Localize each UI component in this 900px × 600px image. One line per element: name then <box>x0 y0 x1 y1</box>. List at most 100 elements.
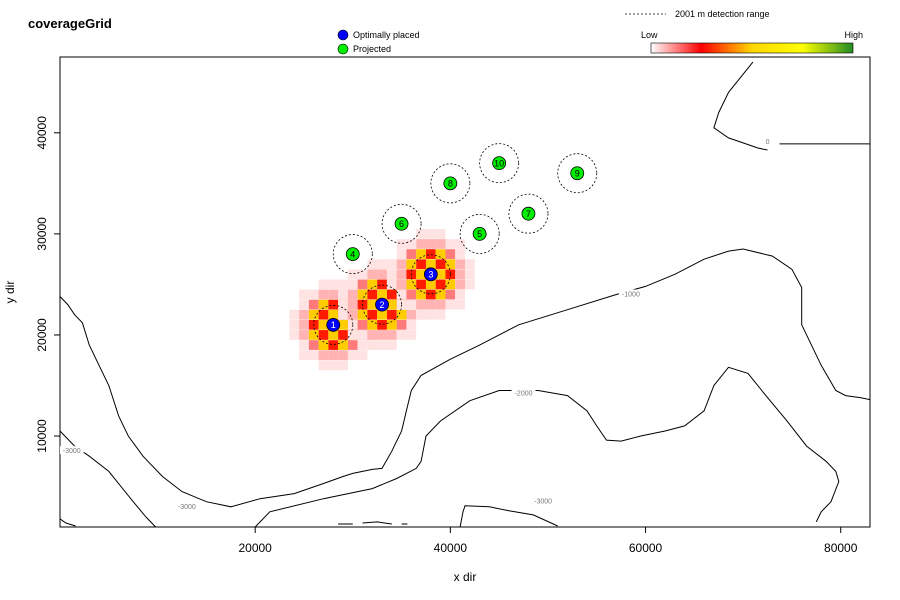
receiver-marker <box>394 216 409 231</box>
heat-cell <box>357 289 368 300</box>
receiver-marker <box>443 176 458 191</box>
receiver-marker <box>472 226 487 241</box>
contour-label: -3000 <box>534 499 552 506</box>
heat-cell <box>338 350 348 361</box>
contour-label: -3000 <box>178 504 196 511</box>
x-tick-label: 20000 <box>238 541 272 555</box>
heat-cell <box>367 309 378 320</box>
y-tick-label: 20000 <box>35 318 49 352</box>
heat-cell <box>299 350 309 361</box>
detection-range-circle <box>410 254 451 295</box>
contour-line <box>362 521 392 525</box>
detection-range-circle <box>332 234 373 275</box>
heat-cell <box>367 319 378 330</box>
heat-cell <box>435 229 446 239</box>
heat-cell <box>386 340 397 350</box>
heat-cell <box>338 289 348 300</box>
heat-cell <box>396 289 407 300</box>
heat-cell <box>455 269 465 280</box>
contour-line <box>60 248 870 508</box>
heat-cell <box>445 249 456 259</box>
heat-cell <box>406 299 417 310</box>
heat-cell <box>308 289 319 300</box>
contour-line <box>459 505 558 527</box>
heat-cell <box>308 309 319 320</box>
detection-range-circle <box>430 163 471 204</box>
heat-cell <box>445 299 456 310</box>
heat-cell <box>377 269 387 280</box>
heat-cell <box>396 269 407 280</box>
heat-cell <box>377 259 387 270</box>
detection-ranges <box>313 143 598 345</box>
x-tick-label: 40000 <box>434 541 468 555</box>
heat-cell <box>416 229 426 239</box>
heat-cell <box>386 330 397 340</box>
heat-cell <box>425 289 436 300</box>
heat-cell <box>289 319 300 330</box>
heat-cell <box>367 279 378 290</box>
heat-cell <box>396 279 407 290</box>
legend: Optimally placed Projected 2001 m detect… <box>337 9 770 55</box>
heat-cell <box>347 340 358 350</box>
heat-cell <box>338 360 348 371</box>
heat-cell <box>318 309 329 320</box>
y-axis: 10000 20000 30000 40000 <box>35 116 60 453</box>
heat-cell <box>357 279 368 290</box>
heat-cell <box>367 269 378 280</box>
heat-cell <box>328 350 339 361</box>
receiver-marker <box>423 267 438 282</box>
heat-cell <box>357 309 368 320</box>
contour-label: -1000 <box>622 292 640 299</box>
heat-cell <box>445 289 456 300</box>
heat-cell <box>445 239 456 249</box>
heat-cell <box>318 340 329 350</box>
y-tick-label: 10000 <box>35 419 49 453</box>
heat-cell <box>386 259 397 270</box>
heat-cell <box>386 279 397 290</box>
heat-cell <box>416 309 426 320</box>
heat-cell <box>318 360 329 371</box>
heat-cell <box>455 239 465 249</box>
heat-cell <box>386 309 397 320</box>
heat-cell <box>308 299 319 310</box>
y-tick-label: 30000 <box>35 217 49 251</box>
heat-cell <box>455 259 465 270</box>
heat-cell <box>406 289 417 300</box>
heat-cell <box>357 330 368 340</box>
heat-cell <box>357 340 368 350</box>
heat-cell <box>328 360 339 371</box>
heat-cell <box>455 289 465 300</box>
heat-cell <box>425 259 436 270</box>
heat-cell <box>435 289 446 300</box>
x-tick-label: 60000 <box>629 541 663 555</box>
heat-cell <box>377 340 387 350</box>
heat-cell <box>406 279 417 290</box>
heat-cell <box>425 239 436 249</box>
heat-cell <box>435 269 446 280</box>
heat-cell <box>435 239 446 249</box>
heat-cell <box>347 350 358 361</box>
heat-cell <box>299 309 309 320</box>
heat-cell <box>396 319 407 330</box>
receiver-id-label: 9 <box>575 168 580 178</box>
heat-cell <box>328 299 339 310</box>
heat-cell <box>465 259 475 270</box>
heat-cell <box>386 289 397 300</box>
heat-cell <box>425 249 436 259</box>
detection-range-circle <box>381 203 422 244</box>
heat-cell <box>396 309 407 320</box>
receiver-id-label: 3 <box>428 270 433 280</box>
heat-cell <box>328 309 339 320</box>
receiver-id-label: 2 <box>380 300 385 310</box>
receiver-marker <box>345 247 360 261</box>
heat-cell <box>328 279 339 290</box>
receiver-marker <box>570 166 585 181</box>
heat-cell <box>435 259 446 270</box>
detection-range-circle <box>459 213 500 254</box>
heat-cell <box>357 350 368 361</box>
heat-cell <box>289 330 300 340</box>
contour-label: -3000 <box>63 448 81 455</box>
heat-cell <box>338 299 348 310</box>
y-tick-label: 40000 <box>35 116 49 150</box>
heat-cell <box>435 279 446 290</box>
